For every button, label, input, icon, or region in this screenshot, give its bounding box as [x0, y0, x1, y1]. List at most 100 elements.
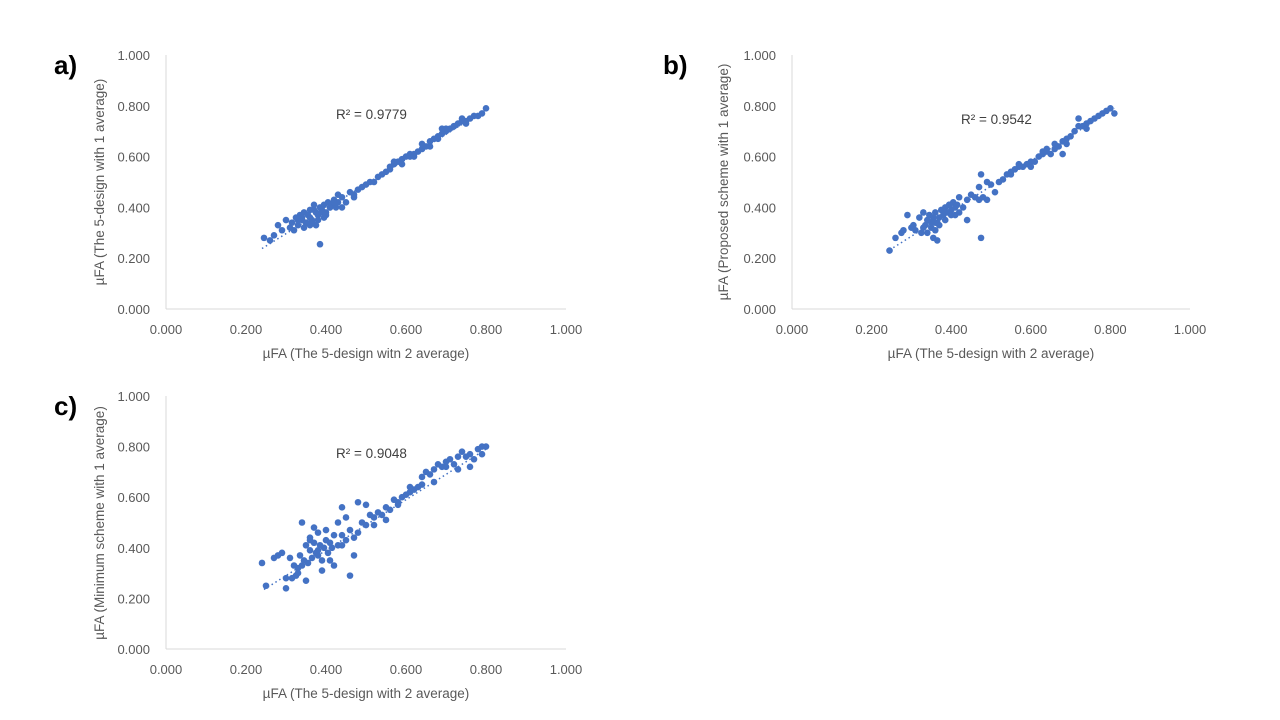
data-point: [482, 443, 490, 450]
data-point: [470, 455, 478, 463]
y-tick-label: 0.200: [743, 251, 776, 266]
x-tick-label: 1.000: [550, 322, 583, 337]
data-point: [296, 552, 304, 559]
data-point: [328, 544, 336, 552]
data-point: [330, 199, 338, 206]
data-point: [346, 572, 354, 579]
data-point: [294, 569, 302, 577]
data-point: [278, 226, 286, 234]
data-point: [370, 178, 378, 186]
data-point: [933, 237, 941, 244]
data-point: [418, 481, 426, 488]
data-point: [983, 196, 991, 204]
data-point: [334, 191, 342, 198]
data-point: [953, 201, 961, 209]
data-point: [282, 216, 290, 224]
r-squared-label: R² = 0.9542: [961, 112, 1032, 127]
data-point: [332, 204, 340, 211]
data-point: [1027, 163, 1035, 171]
data-point: [306, 206, 314, 214]
data-point: [386, 163, 394, 171]
data-point: [326, 204, 334, 211]
data-point: [446, 455, 454, 463]
data-point: [282, 584, 290, 592]
data-point: [442, 463, 450, 471]
data-point: [910, 221, 917, 229]
data-point: [302, 577, 310, 584]
data-point: [959, 204, 967, 211]
data-point: [977, 234, 985, 242]
data-point: [306, 536, 314, 544]
data-point: [1051, 145, 1058, 153]
data-point: [931, 209, 939, 216]
x-tick-label: 0.800: [470, 662, 503, 677]
data-point: [282, 574, 290, 582]
x-axis-title: µFA (The 5-design witn 2 average): [263, 346, 470, 361]
data-point: [418, 473, 426, 481]
data-point: [418, 140, 426, 148]
data-point: [338, 541, 346, 549]
data-point: [324, 549, 332, 557]
y-axis-title: µFA (Minimum scheme with 1 average): [92, 406, 107, 640]
data-point: [302, 541, 310, 549]
data-point: [338, 504, 346, 511]
data-point: [945, 201, 953, 209]
y-tick-label: 0.800: [743, 99, 776, 114]
data-point: [1007, 171, 1015, 178]
data-point: [454, 466, 462, 473]
data-point: [931, 226, 939, 234]
data-point: [262, 582, 270, 590]
data-point: [314, 552, 322, 559]
data-point: [330, 531, 338, 539]
data-point: [326, 557, 334, 564]
data-point: [450, 461, 458, 468]
data-point: [912, 226, 919, 234]
data-point: [310, 201, 318, 209]
data-point: [314, 529, 322, 536]
data-point: [916, 214, 923, 221]
data-point: [458, 115, 466, 122]
data-point: [314, 216, 322, 224]
data-point: [1027, 158, 1035, 165]
y-tick-label: 0.000: [117, 642, 150, 657]
data-point: [314, 547, 322, 554]
x-axis-title: µFA (The 5-design with 2 average): [888, 346, 1095, 361]
data-point: [304, 559, 312, 567]
x-tick-label: 0.200: [230, 662, 263, 677]
y-tick-label: 0.800: [117, 99, 150, 114]
data-point: [354, 529, 362, 536]
data-point: [350, 534, 358, 541]
data-point: [991, 188, 999, 196]
data-point: [310, 524, 318, 531]
data-point: [886, 247, 893, 254]
data-point: [1111, 110, 1118, 117]
data-point: [286, 554, 294, 562]
x-axis-title: µFA (The 5-design with 2 average): [263, 686, 470, 701]
data-point: [975, 183, 983, 191]
data-point: [450, 122, 458, 130]
data-point: [438, 125, 446, 132]
data-point: [350, 191, 358, 198]
data-point: [382, 516, 390, 524]
data-point: [354, 498, 362, 506]
data-point: [258, 559, 266, 567]
data-point: [1063, 140, 1070, 148]
x-tick-label: 0.600: [1015, 322, 1048, 337]
data-point: [370, 514, 378, 521]
chart-1: 0.000 0.200 0.400 0.600 0.800 1.000 0.000 0.200…: [92, 48, 582, 361]
x-tick-label: 0.800: [470, 322, 503, 337]
data-point: [342, 199, 350, 206]
data-point: [1075, 115, 1082, 122]
y-tick-label: 0.400: [117, 200, 150, 215]
data-point: [394, 501, 402, 509]
data-point: [378, 511, 386, 519]
x-tick-label: 0.200: [855, 322, 888, 337]
data-point: [924, 229, 931, 237]
data-point: [1059, 150, 1066, 158]
data-point: [426, 143, 434, 150]
data-point: [458, 448, 466, 455]
y-tick-label: 0.000: [743, 302, 776, 317]
chart-3: 0.000 0.200 0.400 0.600 0.800 1.000 0.000 0.200…: [92, 389, 582, 701]
data-point: [266, 237, 274, 244]
data-point: [478, 110, 486, 117]
